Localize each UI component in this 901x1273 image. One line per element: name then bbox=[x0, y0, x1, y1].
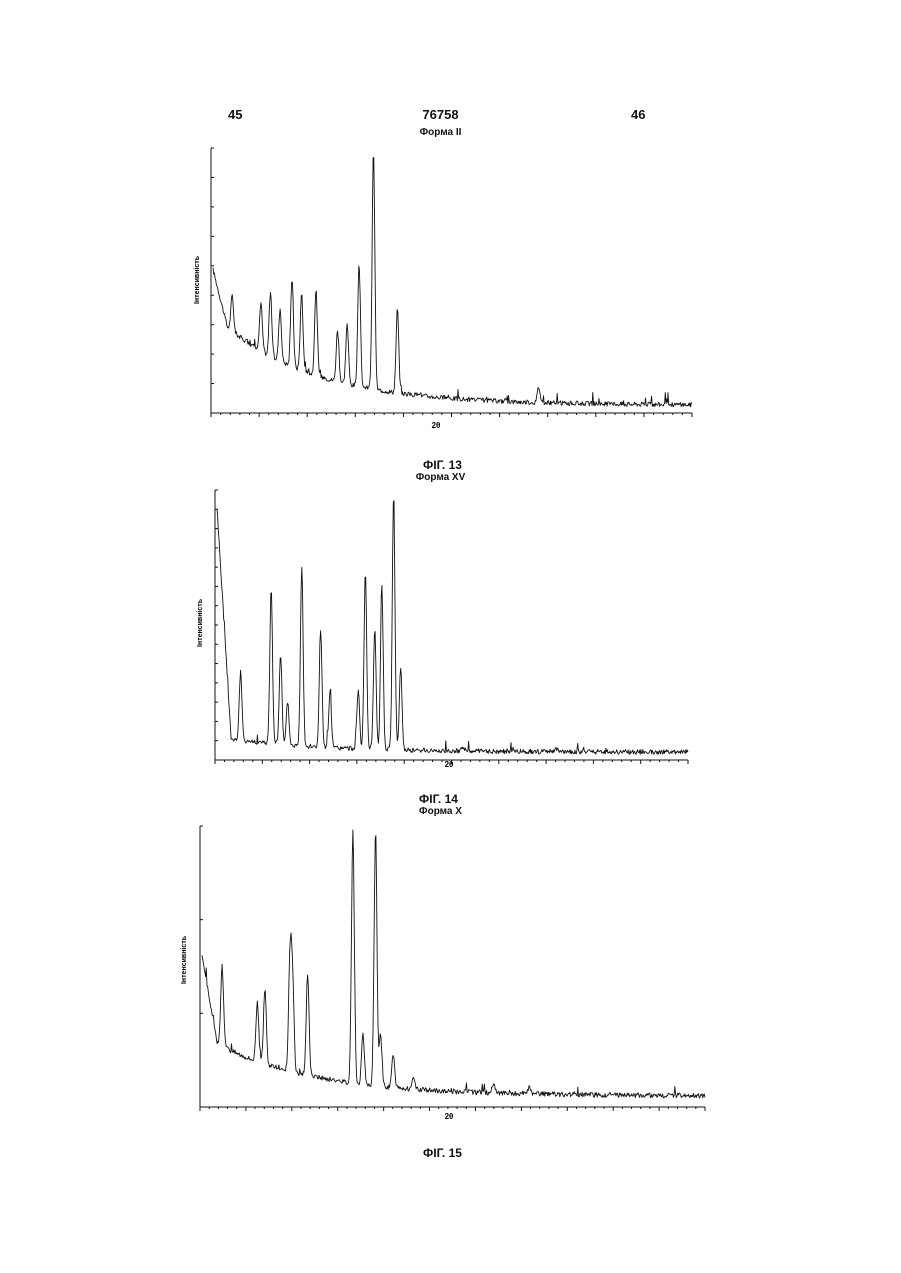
diffraction-trace bbox=[202, 830, 705, 1098]
y-axis-label: Інтенсивність bbox=[180, 935, 188, 984]
x-axis-label: 2θ bbox=[445, 1112, 454, 1121]
figure-caption-15: ФІГ. 15 bbox=[0, 1146, 893, 1160]
